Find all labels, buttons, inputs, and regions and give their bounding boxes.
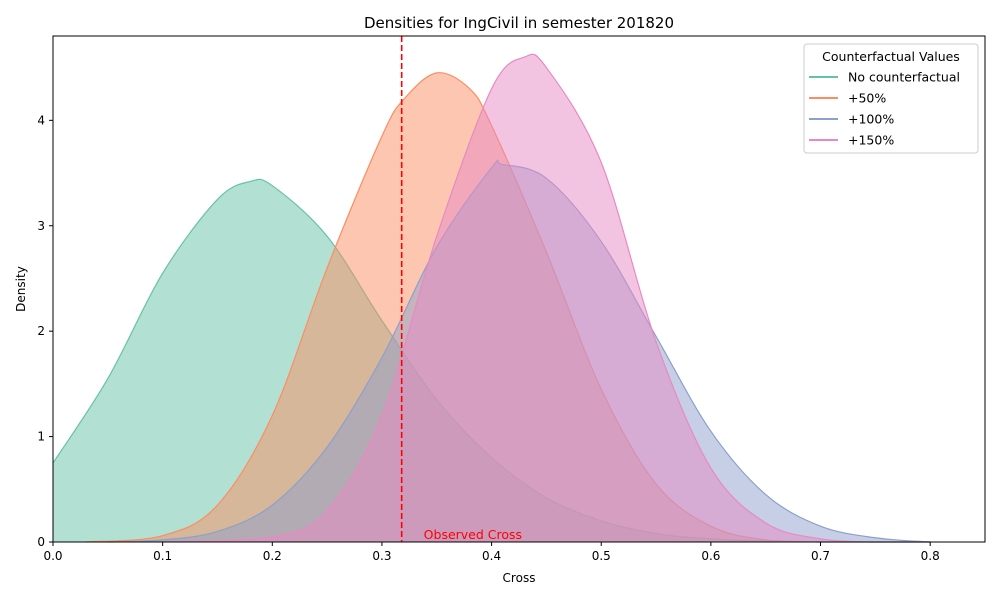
legend: Counterfactual Values No counterfactual +… xyxy=(803,43,979,154)
x-axis-label: Cross xyxy=(503,571,536,585)
x-tick-label-3: 0.3 xyxy=(372,549,391,563)
x-tick-label-8: 0.8 xyxy=(921,549,940,563)
legend-items: No counterfactual +50% +100% +150% xyxy=(809,70,960,148)
x-tick-label-6: 0.6 xyxy=(701,549,720,563)
legend-label-2: +100% xyxy=(848,112,894,127)
legend-label-1: +50% xyxy=(848,91,886,106)
legend-box xyxy=(803,43,979,154)
y-tick-label-2: 2 xyxy=(37,324,45,338)
density-area-3 xyxy=(162,54,931,543)
x-tick-label-2: 0.2 xyxy=(263,549,282,563)
x-tick-label-5: 0.5 xyxy=(592,549,611,563)
legend-title: Counterfactual Values xyxy=(822,49,960,64)
y-axis-ticks: 0 1 2 3 4 xyxy=(37,113,53,549)
y-axis-label: Density xyxy=(14,266,28,312)
x-axis-ticks: 0.0 0.1 0.2 0.3 0.4 0.5 0.6 0.7 0.8 xyxy=(43,542,940,563)
observed-line-group: Observed Cross xyxy=(400,36,522,542)
x-tick-label-7: 0.7 xyxy=(811,549,830,563)
density-curve-3 xyxy=(162,53,931,543)
y-tick-label-4: 4 xyxy=(37,113,45,127)
density-areas xyxy=(52,53,931,543)
legend-label-3: +150% xyxy=(848,133,894,148)
x-tick-label-4: 0.4 xyxy=(482,549,501,563)
legend-label-0: No counterfactual xyxy=(848,70,960,85)
observed-cross-label: Observed Cross xyxy=(424,527,522,542)
x-tick-label-1: 0.1 xyxy=(153,549,172,563)
x-tick-label-0: 0.0 xyxy=(43,549,62,563)
plot-frame xyxy=(52,35,986,543)
y-tick-label-1: 1 xyxy=(37,430,45,444)
y-tick-label-0: 0 xyxy=(37,535,45,549)
chart-title: Densities for IngCivil in semester 20182… xyxy=(364,14,674,32)
y-tick-label-3: 3 xyxy=(37,219,45,233)
